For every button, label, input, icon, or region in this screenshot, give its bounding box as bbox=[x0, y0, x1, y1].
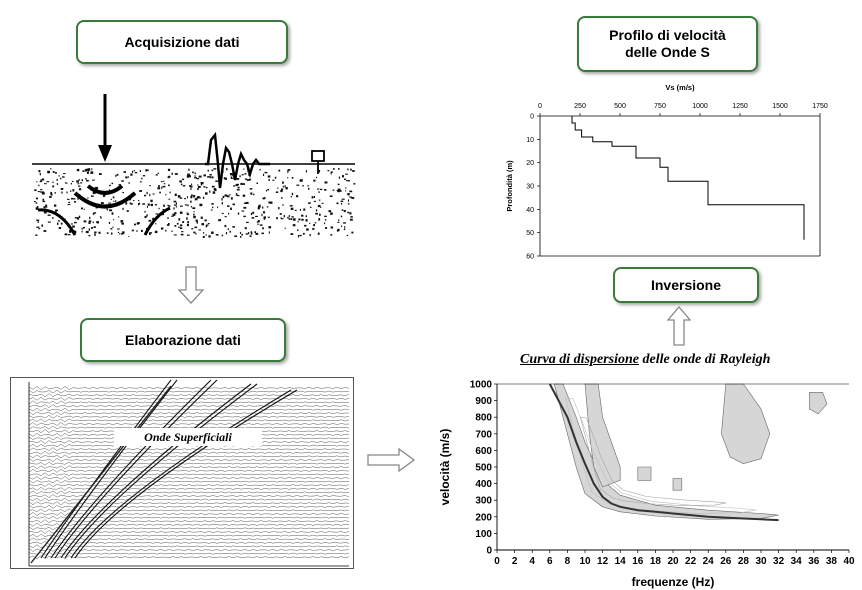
disp-x-tick-label: 28 bbox=[738, 556, 750, 567]
disp-x-tick-label: 4 bbox=[529, 556, 535, 567]
acquisizione-label: Acquisizione dati bbox=[124, 33, 240, 50]
acquisizione-box: Acquisizione dati bbox=[76, 20, 288, 64]
surface-waveform bbox=[205, 131, 270, 189]
disp-y-tick-label: 700 bbox=[475, 429, 492, 440]
disp-y-tick-label: 200 bbox=[475, 512, 492, 523]
dispersion-curve bbox=[548, 383, 779, 522]
vs-x-tick-label: 500 bbox=[614, 103, 626, 110]
disp-x-tick-label: 16 bbox=[632, 556, 644, 567]
vs-profile-chart: Vs (m/s) 0 250 500 750 1000 1250 1500 1750 0 10 20 3… bbox=[505, 83, 828, 261]
vs-x-tick-label: 1000 bbox=[692, 103, 708, 110]
profilo-label-line2: delle Onde S bbox=[625, 44, 710, 60]
inversione-label: Inversione bbox=[650, 276, 722, 293]
disp-x-tick-label: 38 bbox=[826, 556, 838, 567]
disp-x-tick-label: 34 bbox=[791, 556, 803, 567]
disp-y-tick-label: 600 bbox=[475, 446, 492, 457]
profilo-box: Profilo di velocità delle Onde S bbox=[577, 16, 758, 72]
dispersion-contour-ring bbox=[565, 398, 757, 514]
disp-x-tick-label: 32 bbox=[773, 556, 785, 567]
seismogram-frame: Onde Superficiali bbox=[10, 377, 354, 569]
vs-y-tick-label: 30 bbox=[526, 184, 534, 191]
dispersion-contour bbox=[721, 383, 771, 465]
dispersion-contour bbox=[637, 466, 652, 481]
vs-y-tick-label: 40 bbox=[526, 207, 534, 214]
disp-x-tick-label: 12 bbox=[597, 556, 609, 567]
disp-y-tick-label: 100 bbox=[475, 529, 492, 540]
disp-x-axis-label: frequenze (Hz) bbox=[632, 575, 715, 589]
disp-y-tick-label: 1000 bbox=[470, 380, 493, 391]
disp-x-tick-label: 6 bbox=[547, 556, 553, 567]
vs-y-tick-label: 10 bbox=[526, 137, 534, 144]
dispersion-contour bbox=[809, 392, 828, 415]
dispersion-title-underlined: Curva di dispersione bbox=[520, 352, 640, 367]
disp-y-tick-label: 900 bbox=[475, 396, 492, 407]
disp-y-tick-label: 0 bbox=[486, 546, 492, 557]
dispersion-chart: 0 100 200 300 400 500 600 700 800 900 1000 0 2 4 6 8 10 1… bbox=[438, 380, 855, 590]
surface-waves-label: Onde Superficiali bbox=[114, 428, 262, 446]
dispersion-contour bbox=[584, 383, 621, 488]
disp-y-axis-label: velocità (m/s) bbox=[438, 429, 452, 506]
disp-x-tick-label: 18 bbox=[650, 556, 662, 567]
disp-x-tick-label: 26 bbox=[720, 556, 732, 567]
disp-y-tick-label: 500 bbox=[475, 463, 492, 474]
down-arrow-icon bbox=[178, 266, 204, 304]
dispersion-contour-ring bbox=[580, 417, 727, 506]
disp-x-tick-label: 30 bbox=[755, 556, 767, 567]
profilo-label-line1: Profilo di velocità bbox=[609, 27, 726, 43]
disp-x-tick-label: 20 bbox=[667, 556, 679, 567]
acquisition-sketch bbox=[32, 94, 356, 238]
disp-x-tick-label: 8 bbox=[565, 556, 571, 567]
inversione-box: Inversione bbox=[613, 267, 759, 303]
vs-y-tick-label: 20 bbox=[526, 160, 534, 167]
disp-x-tick-label: 0 bbox=[494, 556, 500, 567]
disp-x-tick-label: 14 bbox=[615, 556, 627, 567]
vs-x-tick-label: 1250 bbox=[732, 103, 748, 110]
disp-x-tick-label: 10 bbox=[579, 556, 591, 567]
up-arrow-icon bbox=[667, 306, 691, 346]
vs-y-tick-label: 0 bbox=[530, 114, 534, 121]
disp-x-tick-label: 36 bbox=[808, 556, 820, 567]
disp-x-tick-label: 22 bbox=[685, 556, 697, 567]
vs-x-axis-label: Vs (m/s) bbox=[665, 83, 695, 92]
vs-x-tick-label: 1500 bbox=[772, 103, 788, 110]
vs-y-tick-label: 50 bbox=[526, 230, 534, 237]
geophone-icon bbox=[311, 150, 325, 162]
vs-y-axis-label: Profondità (m) bbox=[505, 160, 514, 212]
vs-x-tick-label: 0 bbox=[538, 103, 542, 110]
vs-y-tick-label: 60 bbox=[526, 254, 534, 261]
vs-profile-line bbox=[571, 116, 805, 240]
disp-y-tick-label: 400 bbox=[475, 479, 492, 490]
seismogram-traces bbox=[28, 379, 350, 567]
disp-x-tick-label: 40 bbox=[843, 556, 855, 567]
dispersion-contour bbox=[553, 383, 779, 520]
disp-y-tick-label: 300 bbox=[475, 496, 492, 507]
vs-x-tick-label: 1750 bbox=[812, 103, 828, 110]
dispersion-title-rest: delle onde di Rayleigh bbox=[639, 352, 771, 367]
right-arrow-icon bbox=[367, 448, 415, 472]
disp-y-tick-label: 800 bbox=[475, 413, 492, 424]
dispersion-title: Curva di dispersione delle onde di Rayle… bbox=[520, 352, 770, 368]
ground-dots bbox=[34, 168, 356, 238]
dispersion-contour bbox=[672, 478, 683, 491]
elaborazione-label: Elaborazione dati bbox=[125, 331, 241, 348]
elaborazione-box: Elaborazione dati bbox=[80, 318, 286, 362]
vs-x-tick-label: 250 bbox=[574, 103, 586, 110]
disp-x-tick-label: 2 bbox=[512, 556, 518, 567]
vs-x-tick-label: 750 bbox=[654, 103, 666, 110]
disp-x-tick-label: 24 bbox=[703, 556, 715, 567]
